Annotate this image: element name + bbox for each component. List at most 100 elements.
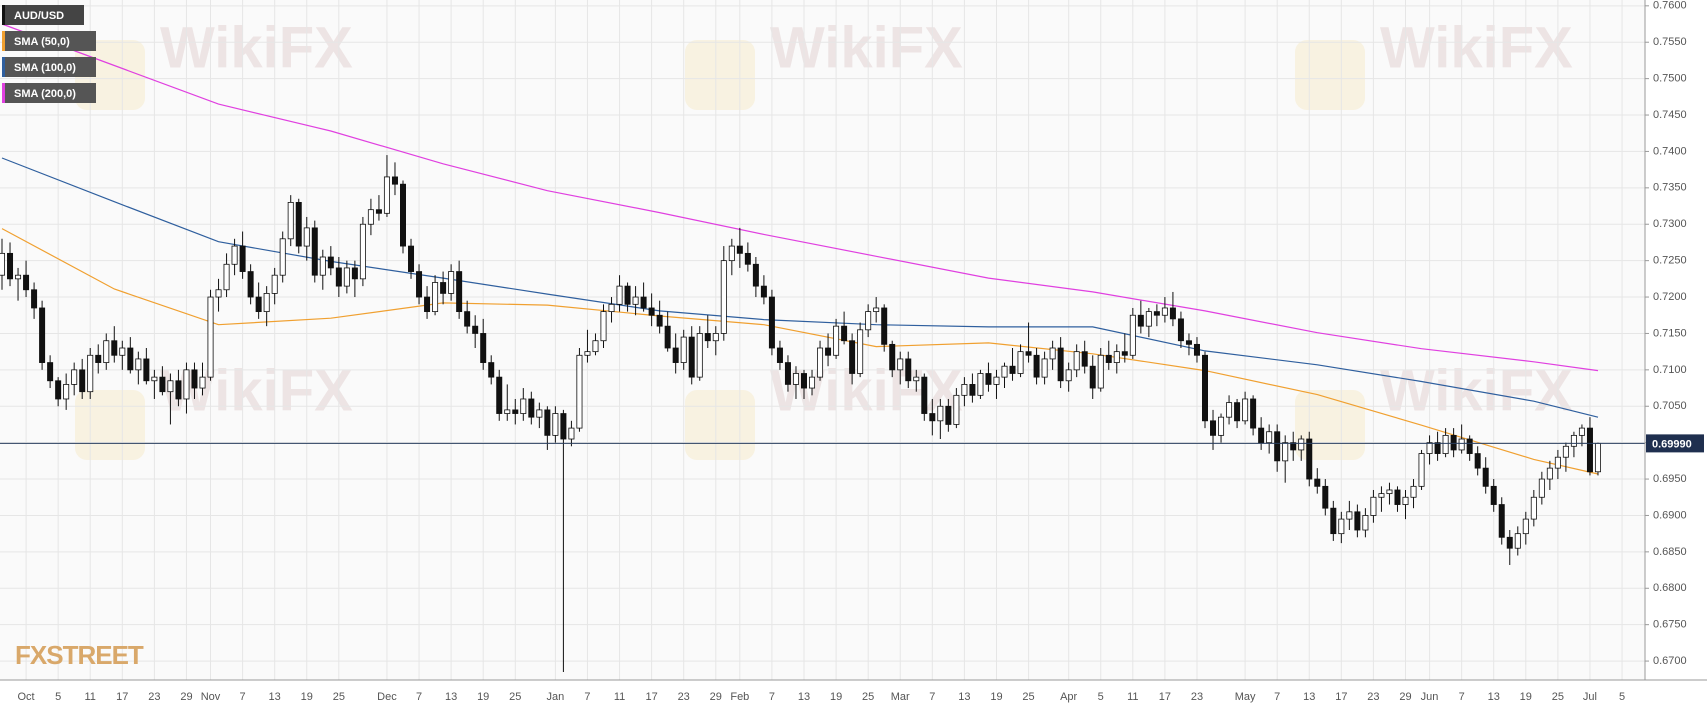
candle-body bbox=[408, 245, 415, 272]
candle-body bbox=[768, 296, 775, 349]
candle-body bbox=[905, 358, 912, 382]
candle-body bbox=[359, 223, 366, 280]
legend-box bbox=[2, 5, 84, 25]
candle-body bbox=[672, 347, 679, 363]
candle-body bbox=[809, 376, 816, 389]
x-tick-label: 25 bbox=[333, 691, 345, 703]
candle-body bbox=[1522, 518, 1529, 535]
candle-body bbox=[536, 409, 543, 418]
x-tick-label: 11 bbox=[1127, 691, 1138, 703]
candle-body bbox=[504, 409, 511, 414]
candle-body bbox=[1097, 354, 1104, 389]
candle-body bbox=[55, 380, 62, 400]
candle-body bbox=[1442, 434, 1449, 454]
candle-body bbox=[913, 376, 920, 382]
candle-body bbox=[39, 307, 46, 363]
candle-body bbox=[1586, 427, 1593, 473]
candle-body bbox=[776, 347, 783, 363]
candle-body bbox=[1089, 365, 1096, 389]
candle-body bbox=[327, 256, 334, 269]
last-price-label: 0.69990 bbox=[1652, 438, 1692, 450]
candle-body bbox=[1370, 496, 1377, 516]
candle-body bbox=[664, 325, 671, 349]
candle-body bbox=[1322, 485, 1329, 509]
candle-body bbox=[383, 176, 390, 214]
candle-body bbox=[1025, 351, 1032, 356]
candle-body bbox=[1153, 311, 1160, 316]
y-tick-label: 0.7400 bbox=[1653, 145, 1687, 157]
candle-body bbox=[1290, 442, 1297, 451]
candle-body bbox=[1474, 453, 1481, 469]
x-tick-label: 25 bbox=[862, 691, 874, 703]
candle-body bbox=[1434, 442, 1441, 454]
candle-body bbox=[335, 267, 342, 287]
y-tick-label: 0.7300 bbox=[1653, 218, 1687, 230]
candle-body bbox=[79, 369, 86, 393]
candle-body bbox=[1538, 478, 1545, 498]
candle-body bbox=[1202, 354, 1209, 422]
legend-label: SMA (200,0) bbox=[14, 88, 76, 100]
candle-body bbox=[95, 354, 102, 363]
watermark: WikiFX bbox=[770, 15, 963, 80]
y-tick-label: 0.6800 bbox=[1653, 582, 1687, 594]
candle-body bbox=[1105, 354, 1112, 363]
candle-body bbox=[889, 343, 896, 371]
candle-body bbox=[367, 209, 374, 225]
candle-body bbox=[680, 336, 687, 363]
watermark-emblem bbox=[1295, 390, 1365, 460]
x-tick-label: 13 bbox=[445, 691, 457, 703]
candle-body bbox=[399, 183, 406, 247]
candle-body bbox=[247, 271, 254, 298]
x-tick-label: 11 bbox=[85, 691, 96, 703]
candle-body bbox=[881, 307, 888, 345]
candle-body bbox=[1081, 351, 1088, 367]
candle-body bbox=[0, 252, 5, 276]
candle-body bbox=[167, 380, 174, 393]
y-tick-label: 0.7250 bbox=[1653, 255, 1687, 267]
candle-body bbox=[865, 311, 872, 331]
candle-body bbox=[1041, 358, 1048, 378]
watermark: WikiFX bbox=[160, 358, 353, 423]
candle-body bbox=[801, 373, 808, 389]
candle-body bbox=[1490, 485, 1497, 505]
candle-body bbox=[424, 296, 431, 313]
candle-body bbox=[1137, 314, 1144, 327]
x-tick-label: May bbox=[1235, 691, 1256, 703]
x-tick-label: 19 bbox=[301, 691, 313, 703]
candle-body bbox=[704, 333, 711, 342]
x-tick-label: 23 bbox=[678, 691, 690, 703]
candle-body bbox=[712, 333, 719, 342]
candle-body bbox=[1578, 427, 1585, 436]
candle-body bbox=[825, 347, 832, 356]
candle-body bbox=[624, 285, 631, 305]
candle-body bbox=[1594, 442, 1601, 473]
candle-body bbox=[239, 245, 246, 272]
candle-body bbox=[1177, 318, 1184, 342]
legend-swatch bbox=[2, 5, 5, 25]
candle-body bbox=[656, 314, 663, 327]
legend-label: SMA (100,0) bbox=[14, 62, 76, 74]
candle-body bbox=[1418, 453, 1425, 487]
candle-body bbox=[1113, 351, 1120, 363]
candle-body bbox=[1049, 347, 1056, 360]
candle-body bbox=[1001, 365, 1008, 378]
legend-title: AUD/USD bbox=[14, 10, 64, 22]
x-tick-label: 17 bbox=[1335, 691, 1347, 703]
candle-body bbox=[151, 376, 158, 382]
x-tick-label: 29 bbox=[180, 691, 192, 703]
candle-body bbox=[47, 362, 54, 382]
candle-body bbox=[31, 289, 38, 309]
plot-background bbox=[0, 0, 1645, 680]
x-tick-label: 17 bbox=[116, 691, 128, 703]
candle-body bbox=[744, 252, 751, 265]
x-tick-label: Feb bbox=[730, 691, 749, 703]
candle-body bbox=[1426, 442, 1433, 454]
candle-body bbox=[271, 274, 278, 294]
candle-body bbox=[720, 260, 727, 334]
candle-body bbox=[319, 256, 326, 276]
x-tick-label: 19 bbox=[990, 691, 1002, 703]
candle-body bbox=[1330, 507, 1337, 535]
candle-body bbox=[1274, 431, 1281, 462]
candle-body bbox=[159, 376, 166, 393]
candle-body bbox=[1169, 307, 1176, 320]
